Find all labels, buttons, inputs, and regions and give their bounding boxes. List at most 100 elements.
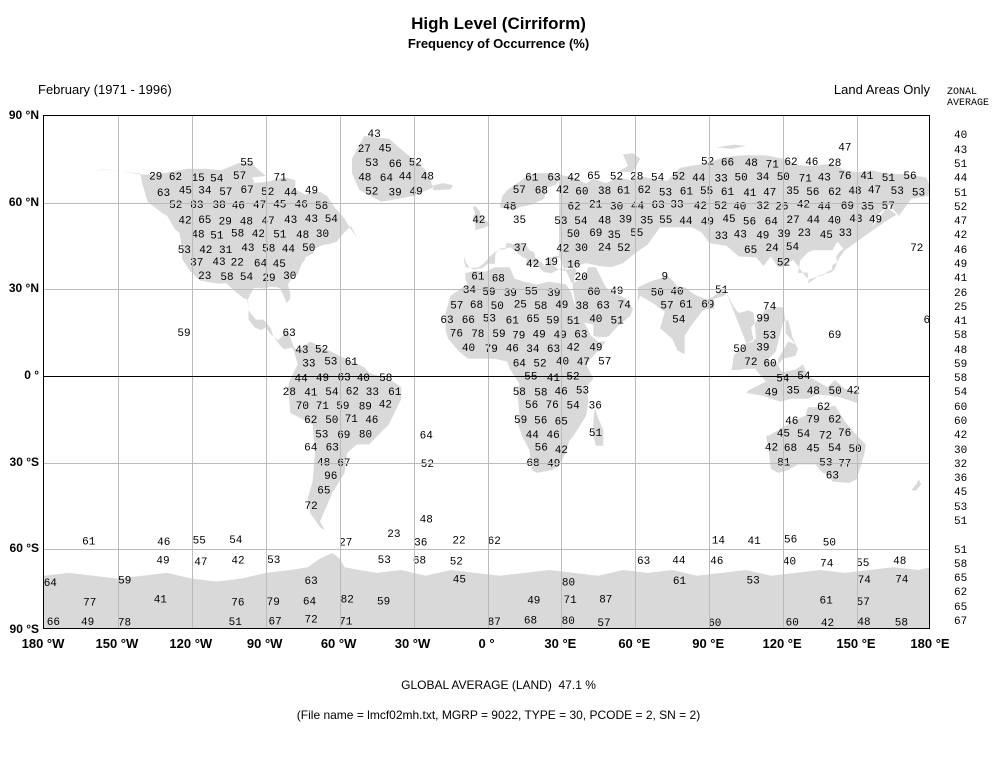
svg-text:22: 22 [452, 536, 465, 548]
svg-text:55: 55 [659, 215, 672, 227]
svg-text:49: 49 [532, 329, 545, 341]
svg-text:35: 35 [786, 186, 799, 198]
svg-text:52: 52 [450, 557, 463, 569]
svg-text:48: 48 [893, 556, 906, 568]
svg-text:54: 54 [325, 387, 339, 399]
svg-text:68: 68 [784, 443, 797, 455]
svg-text:59: 59 [377, 597, 390, 609]
svg-text:61: 61 [82, 536, 96, 548]
svg-text:28: 28 [630, 172, 643, 184]
svg-text:43: 43 [849, 214, 862, 226]
svg-text:65: 65 [317, 486, 330, 498]
svg-text:44: 44 [807, 215, 821, 227]
svg-text:47: 47 [577, 357, 590, 369]
svg-text:29: 29 [149, 172, 162, 184]
svg-text:74: 74 [820, 558, 834, 570]
svg-text:63: 63 [157, 188, 170, 200]
svg-text:49: 49 [589, 343, 602, 355]
svg-text:65: 65 [526, 314, 539, 326]
svg-text:53: 53 [483, 314, 496, 326]
svg-text:42: 42 [526, 259, 539, 271]
svg-text:45: 45 [273, 200, 286, 212]
svg-text:59: 59 [514, 415, 527, 427]
svg-text:52: 52 [365, 186, 378, 198]
svg-text:61: 61 [345, 357, 359, 369]
svg-text:51: 51 [567, 316, 581, 328]
svg-text:54: 54 [325, 214, 339, 226]
svg-text:80: 80 [562, 577, 575, 589]
svg-text:62: 62 [817, 402, 830, 414]
svg-text:48: 48 [296, 230, 309, 242]
svg-text:40: 40 [783, 557, 796, 569]
svg-text:24: 24 [765, 243, 779, 255]
svg-text:54: 54 [566, 401, 580, 413]
svg-text:46: 46 [295, 199, 308, 211]
svg-text:57: 57 [597, 618, 610, 629]
svg-text:74: 74 [895, 575, 909, 587]
svg-text:33: 33 [302, 359, 315, 371]
svg-text:62: 62 [169, 172, 182, 184]
svg-text:87: 87 [599, 595, 612, 607]
svg-text:33: 33 [366, 387, 379, 399]
svg-text:50: 50 [828, 386, 841, 398]
svg-text:56: 56 [903, 171, 916, 183]
svg-text:80: 80 [359, 429, 372, 441]
svg-text:63: 63 [826, 471, 839, 483]
svg-text:35: 35 [640, 215, 653, 227]
svg-text:41: 41 [860, 171, 874, 183]
svg-text:79: 79 [806, 415, 819, 427]
svg-text:44: 44 [679, 216, 693, 228]
svg-text:58: 58 [534, 387, 547, 399]
svg-text:74: 74 [858, 575, 872, 587]
svg-text:54: 54 [240, 272, 254, 284]
svg-text:38: 38 [598, 186, 611, 198]
svg-text:58: 58 [220, 272, 233, 284]
svg-text:68: 68 [535, 185, 548, 197]
svg-text:52: 52 [533, 359, 546, 371]
svg-text:63: 63 [637, 556, 650, 568]
svg-text:47: 47 [261, 216, 274, 228]
svg-text:53: 53 [365, 158, 378, 170]
svg-text:54: 54 [797, 371, 811, 383]
svg-text:51: 51 [229, 617, 243, 629]
svg-text:20: 20 [575, 272, 588, 284]
svg-text:48: 48 [807, 386, 820, 398]
svg-text:58: 58 [231, 228, 244, 240]
svg-text:55: 55 [240, 157, 253, 169]
svg-text:53: 53 [178, 245, 191, 257]
svg-text:54: 54 [574, 216, 588, 228]
svg-text:54: 54 [786, 242, 800, 254]
svg-text:55: 55 [193, 536, 206, 548]
svg-text:51: 51 [610, 315, 624, 327]
svg-text:45: 45 [273, 259, 286, 271]
svg-text:49: 49 [547, 458, 560, 470]
svg-text:45: 45 [179, 186, 192, 198]
svg-text:78: 78 [471, 329, 484, 341]
svg-text:54: 54 [828, 443, 842, 455]
svg-text:42: 42 [567, 172, 580, 184]
svg-text:48: 48 [745, 158, 758, 170]
svg-text:42: 42 [765, 443, 778, 455]
svg-text:56: 56 [534, 416, 547, 428]
svg-text:54: 54 [651, 172, 665, 184]
svg-text:42: 42 [379, 400, 392, 412]
svg-text:43: 43 [734, 229, 747, 241]
svg-text:53: 53 [378, 555, 391, 567]
svg-text:63: 63 [596, 301, 609, 313]
svg-text:51: 51 [589, 428, 603, 440]
svg-text:62: 62 [304, 415, 317, 427]
svg-text:72: 72 [819, 431, 832, 443]
svg-text:71: 71 [799, 174, 813, 186]
svg-text:60: 60 [786, 618, 799, 629]
svg-text:69: 69 [701, 300, 714, 312]
svg-text:24: 24 [598, 243, 612, 255]
svg-text:53: 53 [746, 576, 759, 588]
svg-text:23: 23 [387, 529, 400, 541]
svg-text:62: 62 [828, 415, 841, 427]
svg-text:68: 68 [524, 615, 537, 627]
svg-text:70: 70 [296, 401, 309, 413]
svg-text:53: 53 [659, 187, 672, 199]
svg-text:39: 39 [388, 188, 401, 200]
svg-text:50: 50 [734, 173, 747, 185]
svg-text:64: 64 [380, 173, 394, 185]
